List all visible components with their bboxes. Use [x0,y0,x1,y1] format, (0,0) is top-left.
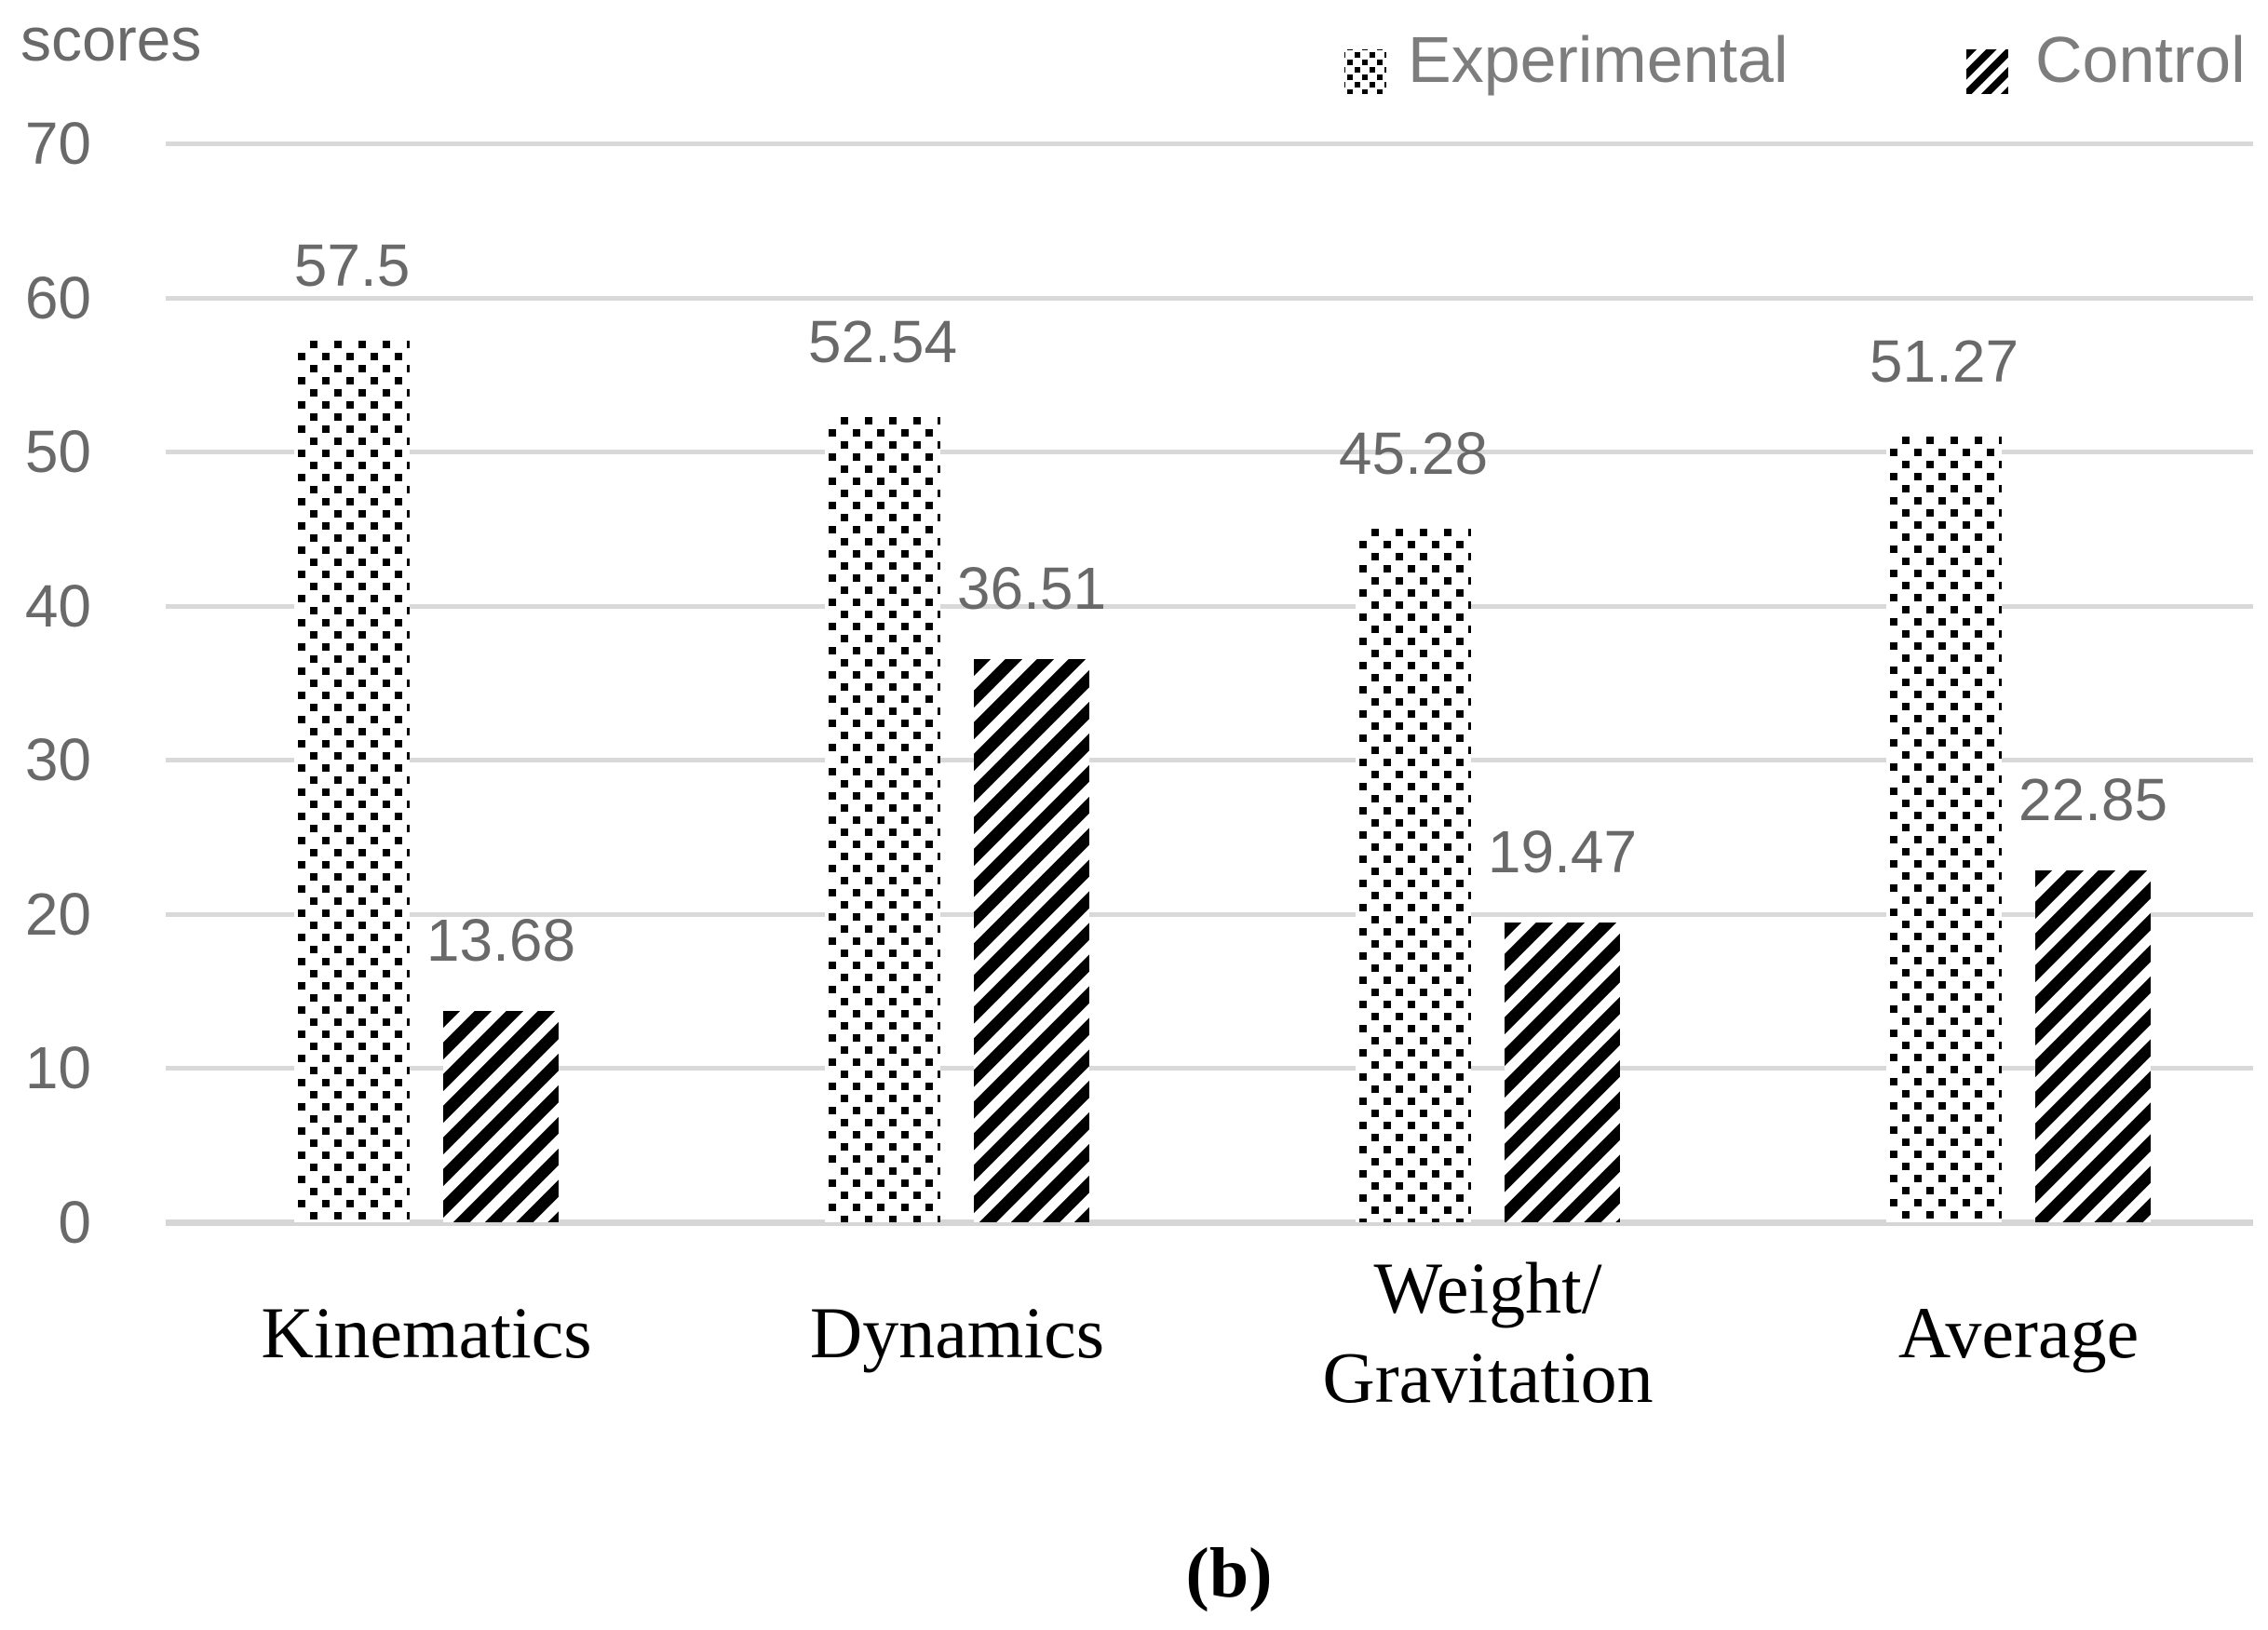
y-tick-70: 70 [24,110,91,177]
bar-experimental-weight-gravitation [1356,524,1471,1222]
category-label-average-text: Average [1897,1292,2140,1373]
gridline-50 [166,450,2253,454]
category-label-kinematics: Kinematics [147,1288,706,1378]
legend-swatch-experimental-icon [1344,49,1386,94]
y-tick-20: 20 [24,881,91,948]
value-label-experimental-weight-gravitation: 45.28 [1338,420,1489,487]
legend-swatch-control-icon [1966,49,2008,94]
category-label-weight-line: Weight/ [1373,1247,1602,1328]
y-tick-50: 50 [24,418,91,485]
bar-control-average [2035,870,2151,1222]
category-label-kinematics-text: Kinematics [261,1292,592,1373]
bar-control-kinematics [443,1011,559,1222]
category-label-gravitation-line: Gravitation [1322,1337,1654,1418]
y-tick-30: 30 [24,726,91,793]
gridline-30 [166,758,2253,762]
y-tick-60: 60 [24,264,91,331]
bar-experimental-average [1886,432,2002,1222]
x-axis-line [166,1219,2253,1226]
category-label-weight-gravitation: Weight/ Gravitation [1208,1244,1767,1422]
bar-control-weight-gravitation [1505,923,1620,1222]
gridline-10 [166,1066,2253,1071]
category-label-dynamics: Dynamics [678,1288,1236,1378]
gridline-40 [166,604,2253,609]
value-label-control-dynamics: 36.51 [956,555,1107,622]
value-label-control-average: 22.85 [2018,766,2168,833]
value-label-experimental-average: 51.27 [1869,328,2019,395]
figure-caption: (b) [1185,1534,1273,1612]
value-label-experimental-dynamics: 52.54 [807,308,958,375]
y-tick-10: 10 [24,1034,91,1101]
gridline-60 [166,296,2253,301]
y-tick-40: 40 [24,573,91,640]
value-label-control-weight-gravitation: 19.47 [1487,818,1638,885]
gridline-20 [166,912,2253,917]
bar-experimental-kinematics [294,336,410,1222]
value-label-experimental-kinematics: 57.5 [293,232,411,299]
y-axis-title: scores [20,5,202,74]
category-label-dynamics-text: Dynamics [809,1292,1105,1373]
bar-control-dynamics [974,659,1089,1222]
legend-label-experimental: Experimental [1408,23,1789,96]
legend-label-control: Control [2035,23,2246,96]
y-tick-0: 0 [58,1189,91,1256]
value-label-control-kinematics: 13.68 [425,907,576,974]
bar-experimental-dynamics [825,412,940,1222]
category-label-average: Average [1739,1288,2268,1378]
gridline-70 [166,141,2253,146]
